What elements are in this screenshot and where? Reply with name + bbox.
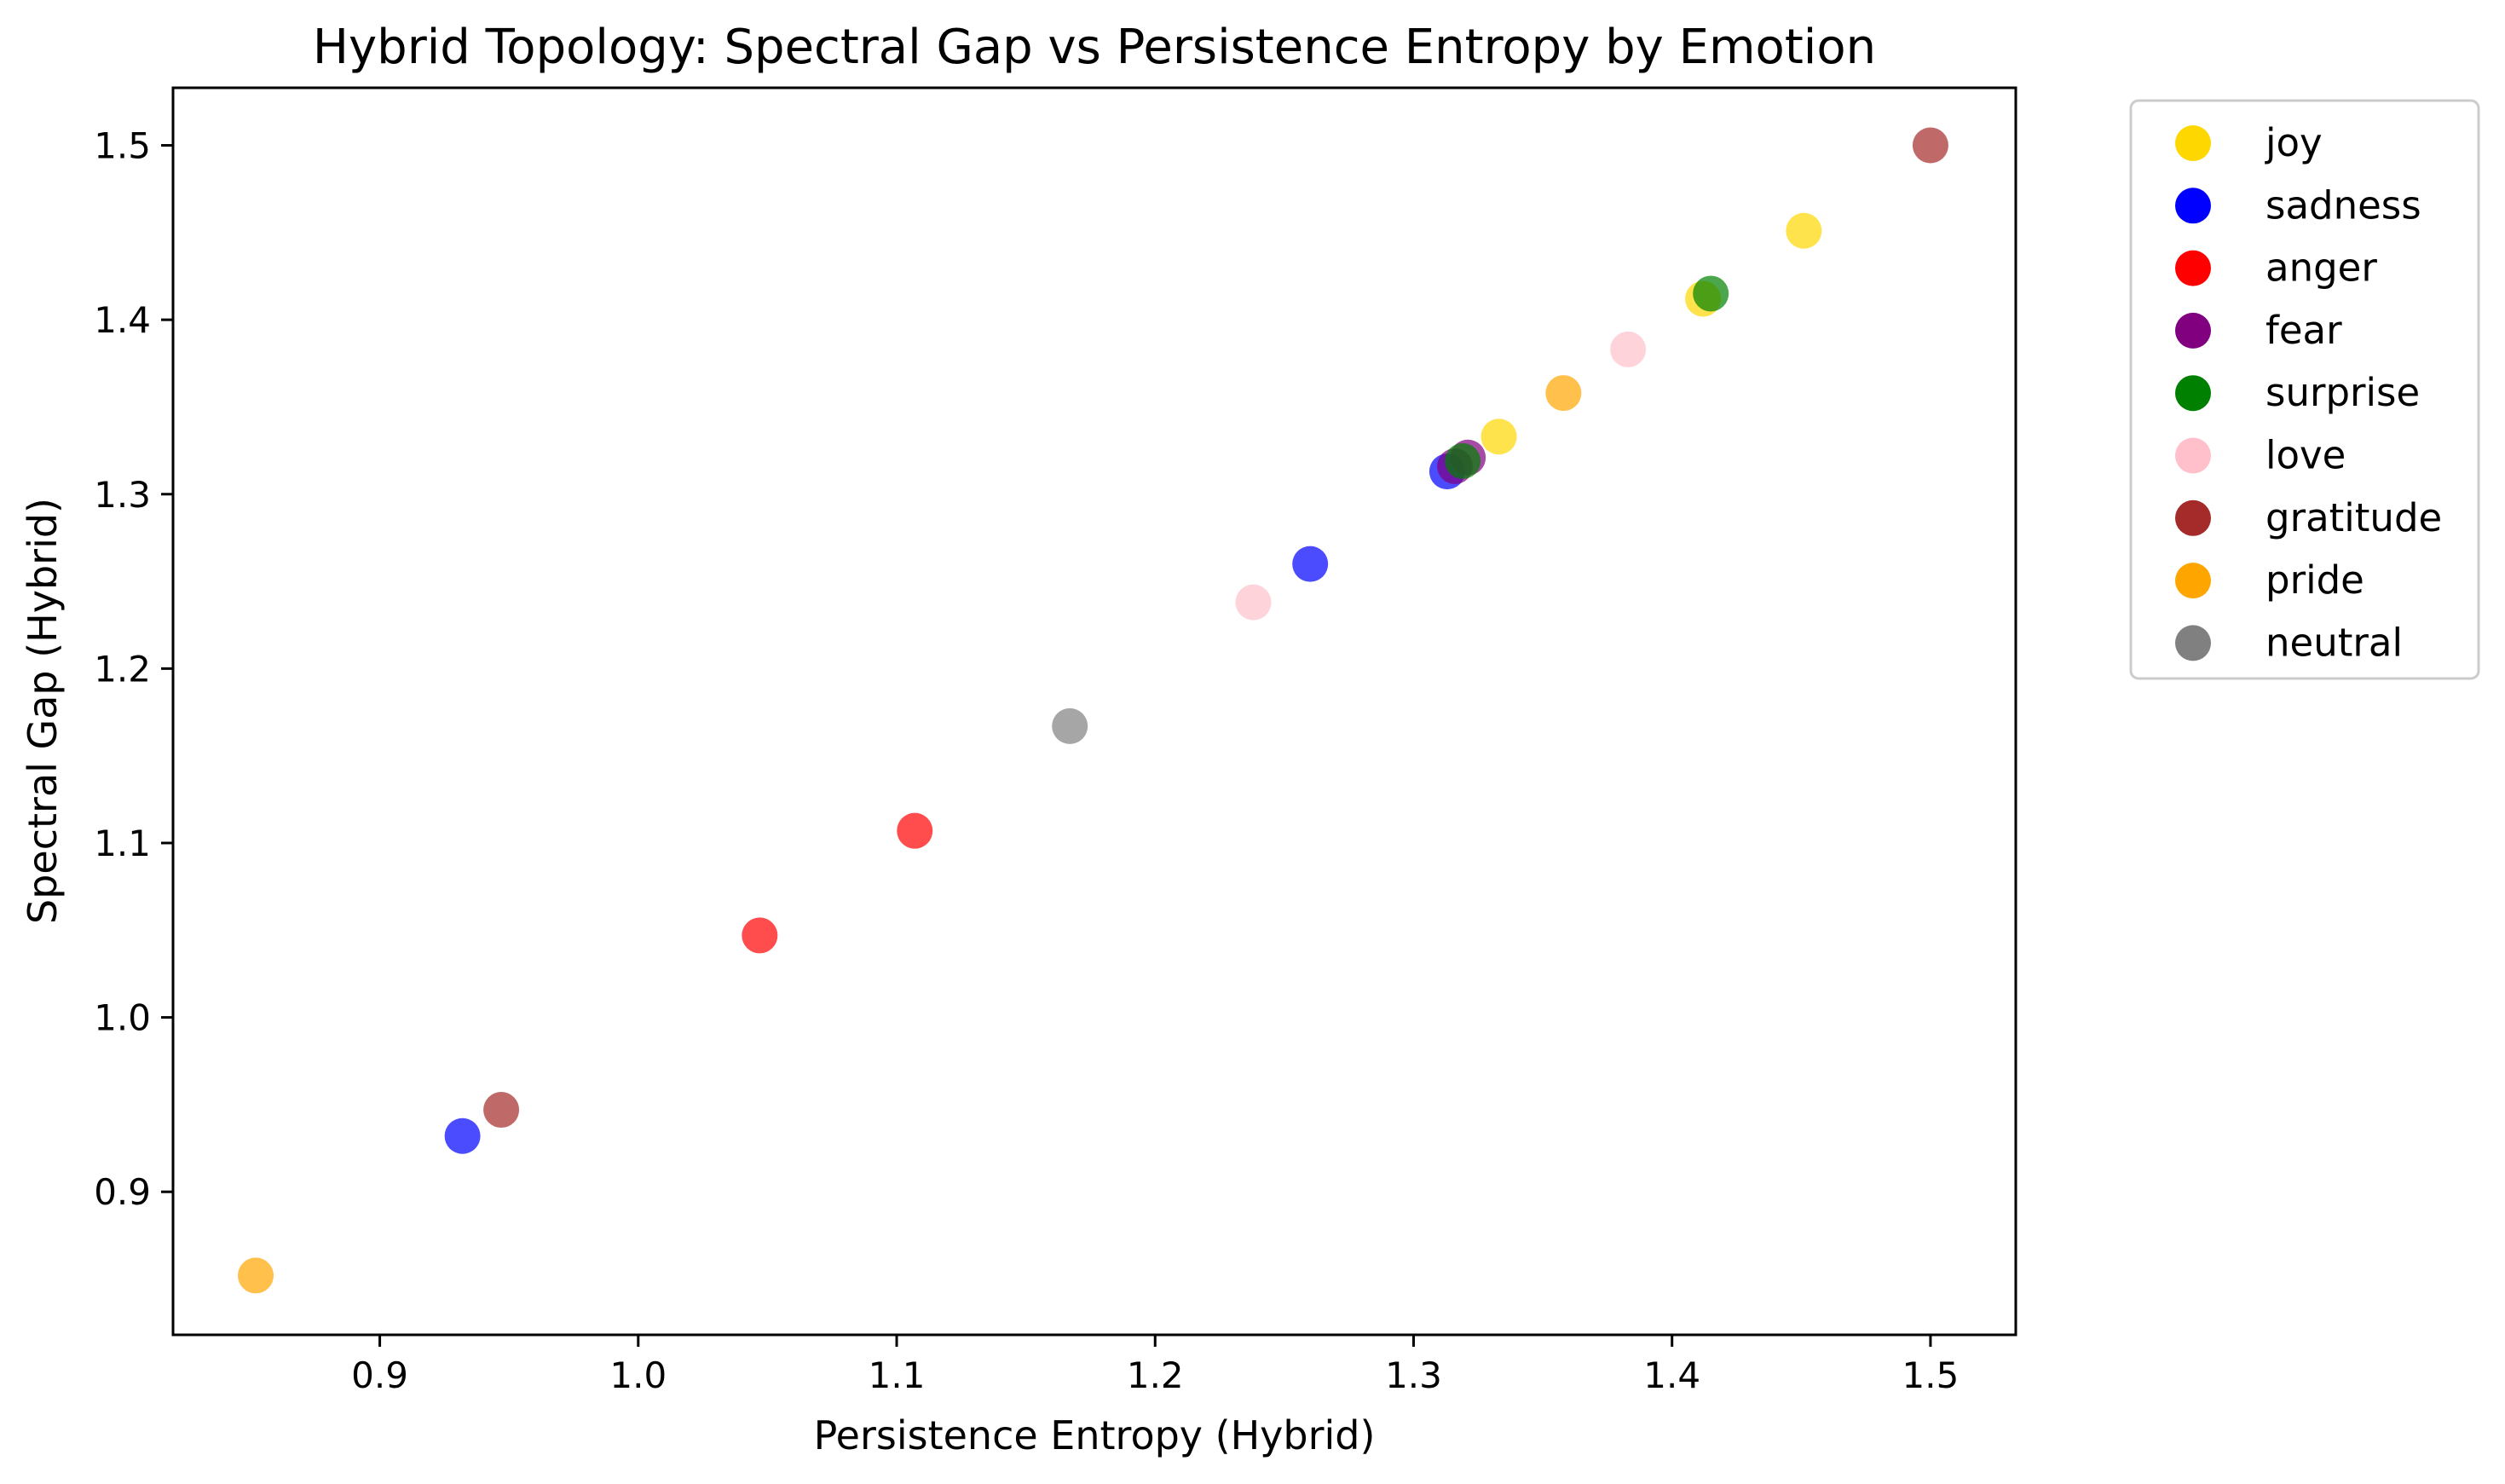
data-points — [238, 127, 1948, 1294]
legend: joy sadness anger fear surprise love gratitude… — [2129, 99, 2480, 680]
data-point-surprise — [1693, 275, 1729, 312]
y-tick-label: 1.5 — [94, 125, 151, 167]
plot-frame — [171, 86, 2017, 1337]
x-tick-label: 1.4 — [1643, 1354, 1700, 1396]
y-tick-label: 1.4 — [94, 299, 151, 341]
x-tick-label: 1.5 — [1902, 1354, 1960, 1396]
legend-marker-neutral — [2175, 625, 2211, 661]
data-point-anger — [897, 812, 933, 849]
y-tick-label: 1.3 — [94, 474, 151, 516]
legend-marker-love — [2175, 437, 2211, 474]
legend-label-fear: fear — [2265, 308, 2342, 353]
legend-label-surprise: surprise — [2265, 370, 2420, 415]
data-point-gratitude — [1912, 127, 1948, 164]
chart-title: Hybrid Topology: Spectral Gap vs Persist… — [313, 20, 1876, 75]
legend-label-joy: joy — [2265, 120, 2323, 165]
data-point-sadness — [1292, 546, 1329, 582]
data-point-love — [1235, 584, 1272, 621]
data-point-surprise — [1445, 442, 1481, 479]
legend-marker-gratitude — [2175, 499, 2211, 536]
data-point-love — [1610, 331, 1647, 367]
legend-marker-pride — [2175, 563, 2211, 599]
legend-label-sadness: sadness — [2265, 182, 2421, 228]
x-tick-label: 0.9 — [351, 1354, 408, 1396]
data-point-pride — [1545, 375, 1582, 412]
legend-label-pride: pride — [2265, 557, 2364, 603]
y-axis-label: Spectral Gap (Hybrid) — [20, 498, 66, 924]
legend-marker-anger — [2175, 250, 2211, 286]
legend-label-neutral: neutral — [2265, 620, 2403, 665]
legend-marker-joy — [2175, 125, 2211, 161]
legend-marker-fear — [2175, 312, 2211, 349]
y-tick-label: 1.1 — [94, 823, 151, 864]
x-tick-label: 1.0 — [609, 1354, 667, 1396]
axis-ticks: 0.9 1.0 1.1 1.2 1.3 1.4 1.5 0.9 1.0 1.1 1.2 1.3 1.4 1… — [94, 125, 1959, 1396]
y-tick-label: 1.0 — [94, 997, 151, 1039]
x-axis-label: Persistence Entropy (Hybrid) — [814, 1412, 1376, 1458]
y-tick-label: 0.9 — [94, 1171, 151, 1213]
data-point-joy — [1480, 419, 1517, 455]
x-tick-label: 1.2 — [1127, 1354, 1184, 1396]
data-point-sadness — [444, 1117, 481, 1154]
data-point-anger — [742, 917, 778, 954]
legend-marker-surprise — [2175, 375, 2211, 412]
x-tick-label: 1.3 — [1385, 1354, 1442, 1396]
legend-marker-sadness — [2175, 188, 2211, 224]
data-point-gratitude — [483, 1092, 520, 1129]
legend-label-love: love — [2265, 433, 2346, 478]
legend-label-gratitude: gratitude — [2265, 495, 2442, 540]
data-point-pride — [238, 1257, 274, 1294]
legend-label-anger: anger — [2265, 245, 2377, 291]
data-point-joy — [1786, 212, 1822, 249]
x-tick-label: 1.1 — [869, 1354, 926, 1396]
data-point-neutral — [1052, 707, 1088, 744]
y-tick-label: 1.2 — [94, 648, 151, 690]
legend-frame — [2129, 99, 2480, 680]
